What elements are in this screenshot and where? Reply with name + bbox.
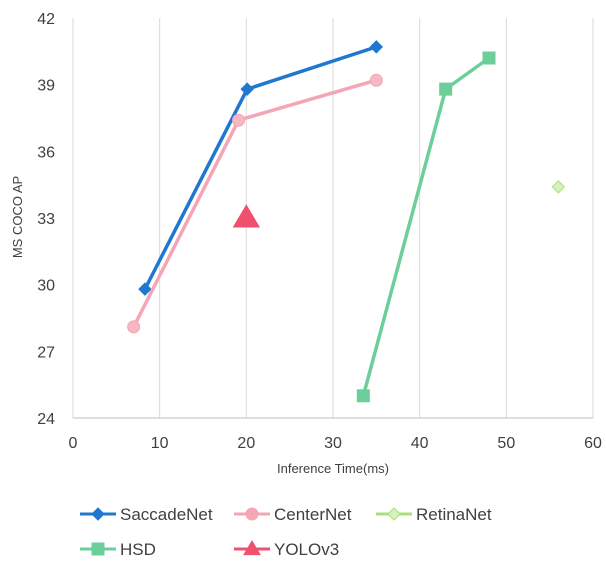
legend-swatch-marker (387, 507, 401, 521)
legend-label: HSD (120, 540, 156, 559)
x-tick-label: 0 (69, 435, 78, 452)
data-point (369, 40, 384, 54)
data-point (138, 282, 152, 296)
legend-swatch-marker (245, 507, 259, 521)
series-centernet (127, 73, 383, 334)
y-tick-label: 30 (37, 278, 55, 295)
y-tick-label: 42 (37, 11, 55, 28)
data-point (369, 73, 383, 87)
series-line (143, 45, 379, 291)
series-line (361, 56, 491, 398)
legend-item-yolov3: YOLOv3 (234, 540, 339, 559)
legend-label: RetinaNet (416, 505, 492, 524)
data-point (482, 51, 496, 65)
series-hsd (356, 51, 496, 403)
data-point (127, 320, 141, 334)
x-tick-label: 30 (324, 435, 342, 452)
x-tick-labels: 0 10 20 30 40 50 60 (69, 435, 602, 452)
legend-item-centernet: CenterNet (234, 505, 352, 524)
x-tick-label: 40 (411, 435, 429, 452)
series-yolov3 (232, 204, 261, 228)
legend-swatch-marker (91, 542, 105, 556)
legend-item-saccadenet: SaccadeNet (80, 505, 213, 524)
legend-item-retinanet: RetinaNet (376, 505, 492, 524)
x-tick-label: 50 (497, 435, 515, 452)
y-tick-label: 24 (37, 411, 55, 428)
data-point (551, 180, 566, 194)
y-tick-label: 36 (37, 144, 55, 161)
x-axis-title: Inference Time(ms) (277, 461, 389, 476)
legend-item-hsd: HSD (80, 540, 156, 559)
y-tick-label: 33 (37, 211, 55, 228)
legend-label: YOLOv3 (274, 540, 339, 559)
y-tick-label: 39 (37, 78, 55, 95)
data-point (439, 82, 453, 96)
y-tick-labels: 24 27 30 33 36 39 42 (37, 11, 55, 428)
gridlines (72, 18, 594, 419)
plot-series (127, 40, 566, 403)
legend-label: CenterNet (274, 505, 352, 524)
series-saccadenet (138, 40, 384, 296)
y-axis-title: MS COCO AP (10, 176, 25, 258)
legend-swatch-marker (91, 507, 105, 521)
data-point (240, 82, 254, 96)
y-tick-label: 27 (37, 344, 55, 361)
x-tick-label: 10 (151, 435, 169, 452)
data-point (356, 389, 370, 403)
data-point (232, 204, 261, 228)
legend-label: SaccadeNet (120, 505, 213, 524)
x-tick-label: 20 (237, 435, 255, 452)
series-line (131, 78, 379, 329)
legend: SaccadeNet CenterNet RetinaNet HSD YOLOv3 (80, 505, 492, 559)
x-tick-label: 60 (584, 435, 602, 452)
data-point (232, 113, 246, 127)
series-retinanet (551, 180, 566, 194)
legend-swatch-marker (243, 540, 261, 556)
